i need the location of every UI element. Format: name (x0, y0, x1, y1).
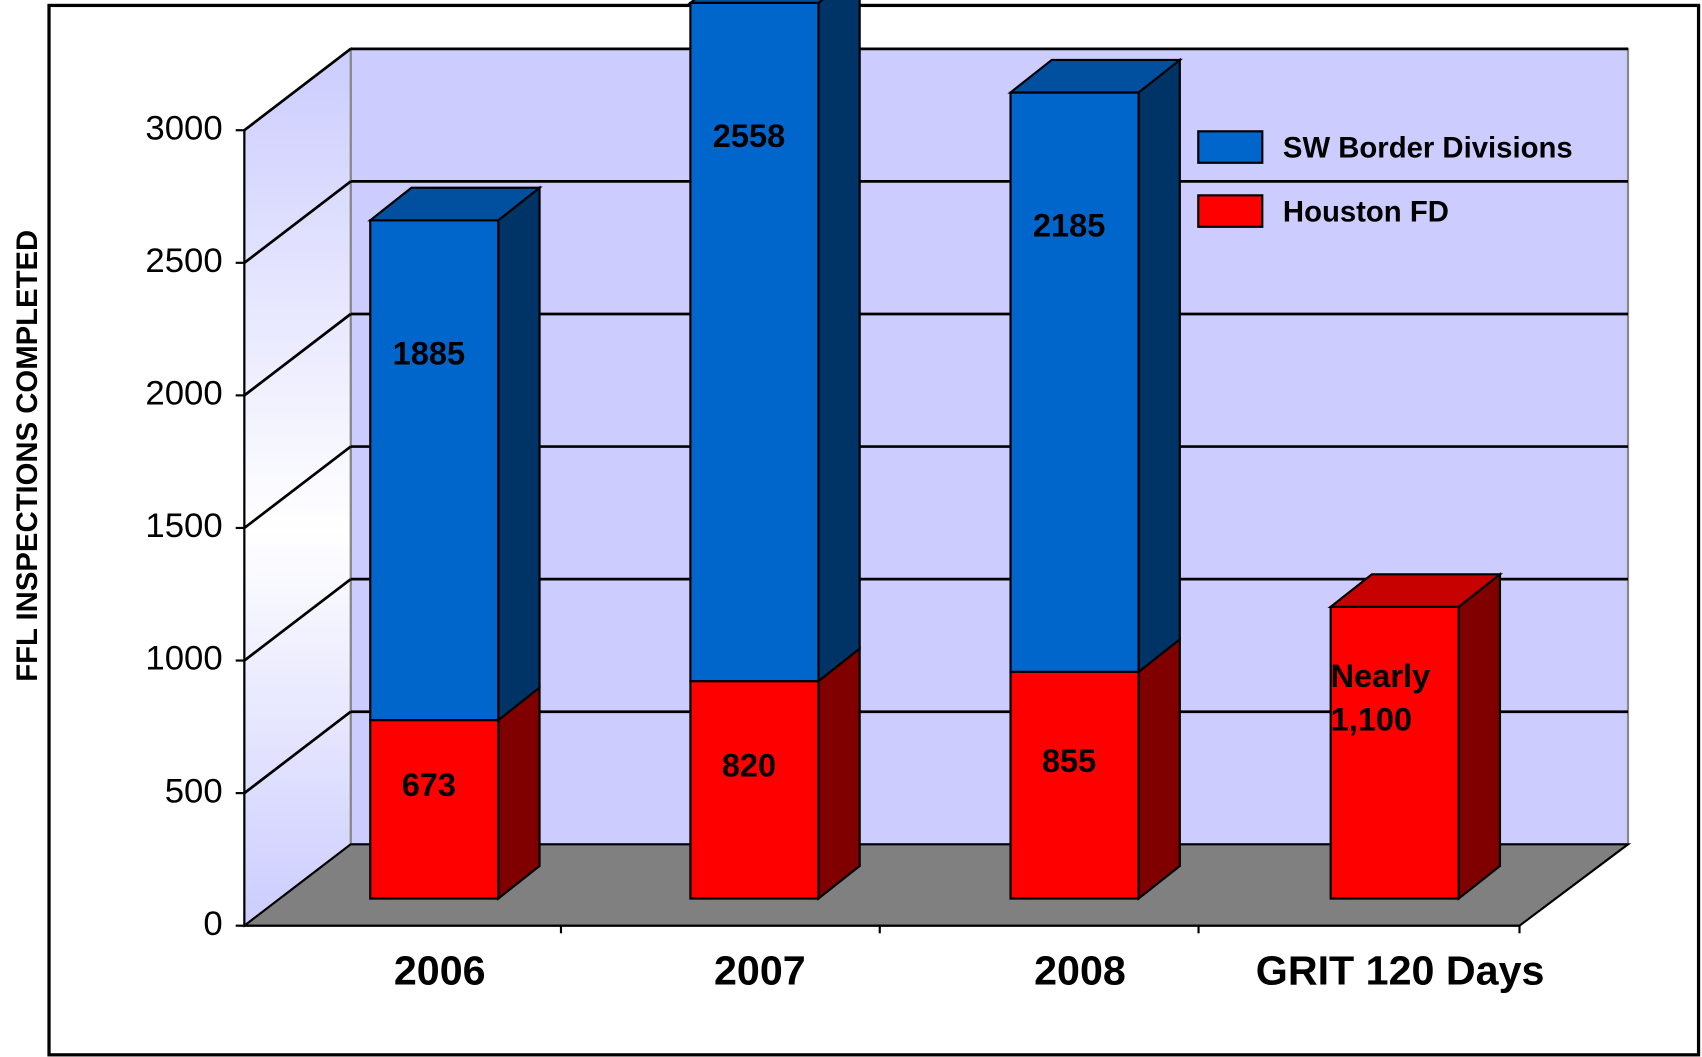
bar-top (1327, 573, 1504, 608)
grid-line (243, 710, 352, 795)
x-tick-label: 2008 (1034, 947, 1126, 993)
bar-side (497, 185, 541, 723)
y-tick-label: 1500 (145, 507, 222, 545)
bar (1009, 91, 1140, 673)
bar-side (497, 685, 541, 901)
bar (689, 1, 820, 683)
bar-side (817, 646, 861, 901)
y-tick-label: 3000 (145, 109, 222, 147)
value-label: 2558 (713, 118, 785, 154)
legend-label: SW Border Divisions (1283, 131, 1573, 164)
value-label-box: Nearly 1,100 (1330, 658, 1431, 738)
bar-side (1457, 572, 1502, 901)
grid-line (243, 47, 352, 132)
grid-line (243, 180, 352, 264)
value-label: Nearly 1,100 (1330, 658, 1431, 738)
grid-line (243, 445, 352, 530)
y-tick-label: 0 (203, 905, 222, 943)
bar (369, 219, 500, 722)
grid: 0 500 1000 1500 2000 2500 3000 (145, 47, 1629, 943)
bar-side (817, 0, 861, 684)
y-tick-label: 1000 (145, 640, 222, 678)
y-axis-title: FFL INSPECTIONS COMPLETED (11, 230, 44, 682)
value-label: 1885 (393, 336, 465, 372)
bar (369, 719, 500, 900)
grid-line (243, 312, 352, 397)
bar-top (367, 186, 543, 222)
y-tick-label: 2000 (145, 375, 222, 413)
bar-side (1137, 637, 1181, 901)
x-tick-label: 2007 (714, 947, 806, 993)
bar-side (1137, 57, 1181, 675)
bar (1329, 605, 1460, 900)
legend: SW Border Divisions Houston FD (1197, 130, 1573, 229)
value-label: 673 (402, 767, 456, 803)
legend-label: Houston FD (1283, 196, 1449, 229)
value-label: 2185 (1033, 208, 1105, 244)
y-tick-label: 500 (165, 772, 223, 810)
value-label: 855 (1042, 743, 1096, 779)
legend-swatch (1197, 194, 1264, 228)
bar-top (687, 0, 824, 4)
legend-swatch (1197, 130, 1264, 164)
value-label: 820 (722, 748, 776, 784)
x-tick-label: GRIT 120 Days (1256, 947, 1545, 993)
bar (689, 680, 820, 900)
bars: 2006 673 1885 2007 820 2558 2008 855 2185 GRIT 12… (367, 0, 1545, 993)
grid-line (243, 578, 352, 662)
bar (1009, 670, 1140, 900)
x-tick-label: 2006 (394, 947, 486, 993)
y-tick-label: 2500 (145, 242, 222, 280)
bar-top (1007, 58, 1183, 94)
